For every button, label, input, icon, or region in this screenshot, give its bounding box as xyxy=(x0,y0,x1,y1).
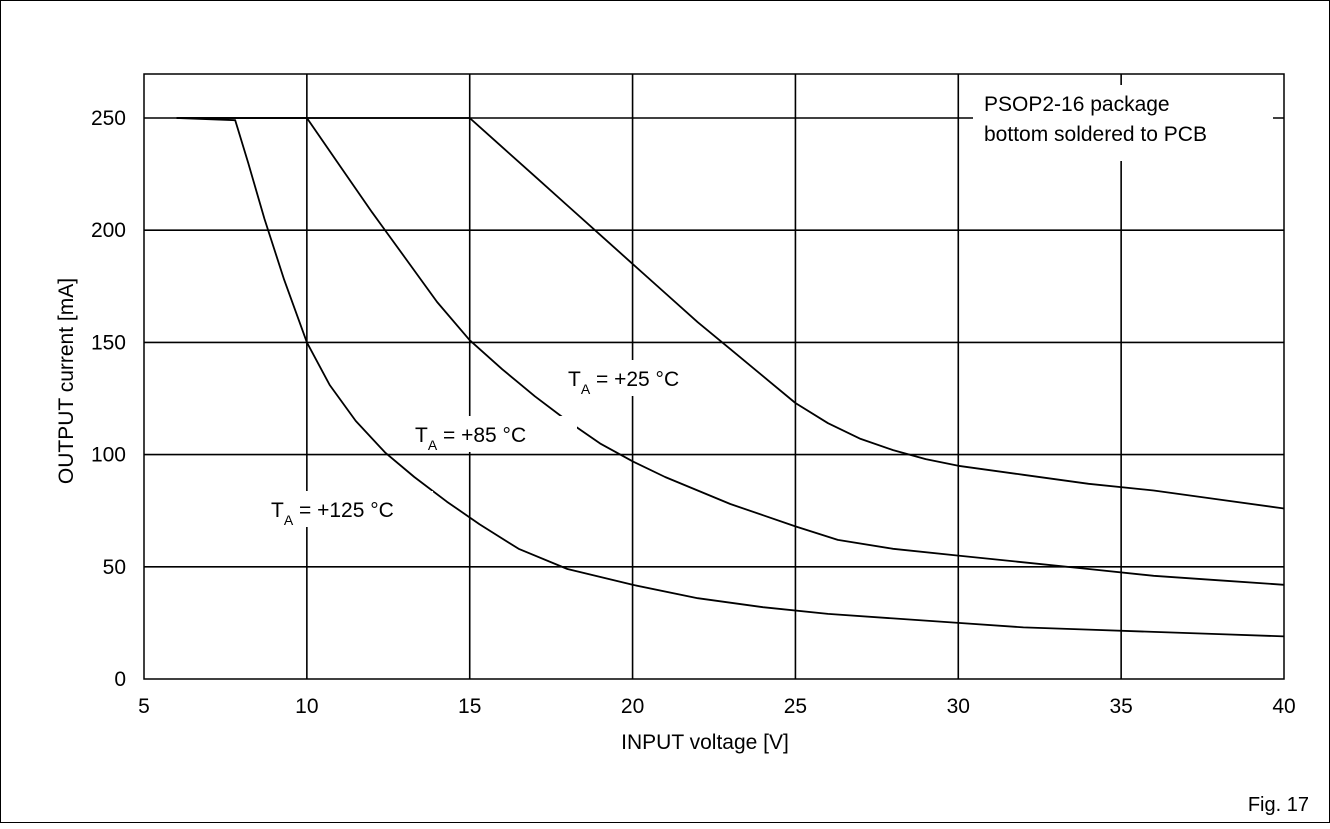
x-tick-label: 20 xyxy=(621,695,644,718)
annotation-line-2: bottom soldered to PCB xyxy=(984,123,1207,146)
x-axis-label: INPUT voltage [V] xyxy=(621,731,789,754)
figure-label: Fig. 17 xyxy=(1248,794,1309,816)
y-tick-label: 200 xyxy=(91,219,126,242)
series-label-background xyxy=(411,416,577,452)
y-tick-label: 150 xyxy=(91,331,126,354)
plot-area-border xyxy=(143,73,1285,680)
y-tick-labels: 0 50 100 150 200 250 xyxy=(91,107,126,691)
y-tick-label: 50 xyxy=(103,556,126,579)
x-tick-label: 15 xyxy=(458,695,481,718)
y-axis-label: OUTPUT current [mA] xyxy=(55,278,78,484)
series-label-background xyxy=(267,491,433,527)
x-tick-label: 35 xyxy=(1109,695,1132,718)
x-tick-label: 10 xyxy=(295,695,318,718)
series-labels: TA = +25 °C TA = +85 °C TA = +125 °C xyxy=(267,360,730,528)
series-line xyxy=(176,117,1285,638)
y-tick-label: 100 xyxy=(91,444,126,467)
series-line xyxy=(176,117,1285,586)
x-tick-label: 25 xyxy=(784,695,807,718)
series-line xyxy=(176,117,1285,510)
y-tick-label: 0 xyxy=(114,668,126,691)
series-curves xyxy=(176,117,1285,638)
x-tick-labels: 5 10 15 20 25 30 35 40 xyxy=(138,695,1296,718)
series-label: TA = +125 °C xyxy=(271,499,394,528)
y-tick-label: 250 xyxy=(91,107,126,130)
x-tick-label: 30 xyxy=(947,695,970,718)
series-label: TA = +25 °C xyxy=(568,368,679,397)
annotation-background xyxy=(973,85,1273,161)
x-tick-label: 5 xyxy=(138,695,150,718)
x-tick-label: 40 xyxy=(1272,695,1295,718)
series-label-background xyxy=(564,360,730,396)
series-label: TA = +85 °C xyxy=(415,424,526,453)
annotation-line-1: PSOP2-16 package xyxy=(984,93,1170,116)
